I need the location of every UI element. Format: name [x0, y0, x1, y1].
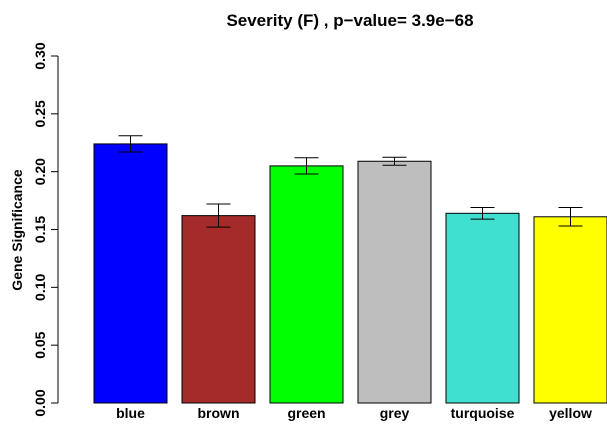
error-bar: [118, 135, 143, 153]
y-axis-label: Gene Significance: [9, 169, 25, 291]
bar: [445, 212, 520, 404]
x-tick-label: turquoise: [451, 405, 515, 421]
x-tick-label: brown: [198, 405, 240, 421]
y-tick-label: 0.30: [32, 42, 48, 69]
y-tick-label: 0.05: [32, 331, 48, 358]
y-tick-label: 0.00: [32, 389, 48, 416]
y-tick-label: 0.25: [32, 100, 48, 127]
bar: [357, 160, 432, 404]
error-bar: [382, 156, 407, 166]
y-tick-label: 0.15: [32, 216, 48, 243]
x-tick-label: green: [287, 405, 325, 421]
x-tick-label: yellow: [549, 405, 592, 421]
bar: [533, 216, 607, 404]
x-tick-label: grey: [380, 405, 410, 421]
error-bar: [206, 203, 231, 228]
error-bar: [294, 157, 319, 175]
y-tick-label: 0.20: [32, 158, 48, 185]
error-bar: [470, 207, 495, 220]
chart-title: Severity (F) , p−value= 3.9e−68: [226, 11, 473, 30]
x-tick-label: blue: [116, 405, 145, 421]
bar: [181, 215, 256, 404]
error-bar: [558, 207, 583, 227]
bar: [269, 165, 344, 404]
y-tick-label: 0.10: [32, 273, 48, 300]
bar: [93, 143, 168, 404]
